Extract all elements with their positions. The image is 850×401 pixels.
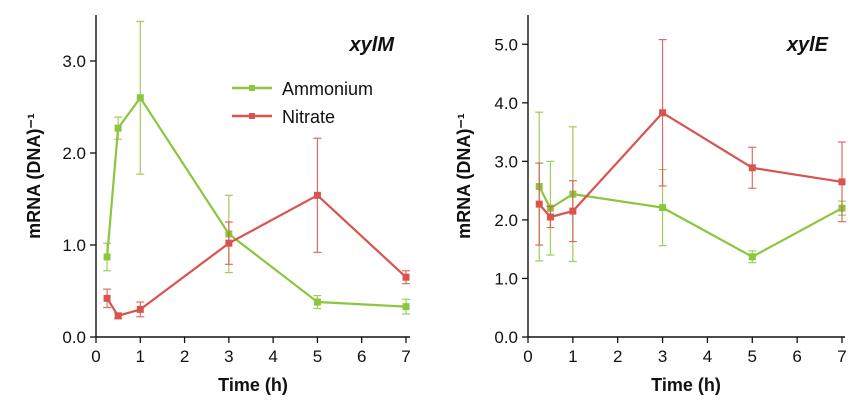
data-point-ammonium bbox=[659, 204, 667, 212]
axes-xylm bbox=[95, 15, 410, 338]
data-point-nitrate bbox=[535, 200, 543, 208]
y-tick-label: 1.0 bbox=[494, 269, 518, 288]
legend-label-ammonium: Ammonium bbox=[282, 79, 373, 99]
legend-label-nitrate: Nitrate bbox=[282, 107, 335, 127]
y-ticks-xylm: 0.0 1.0 2.0 3.0 bbox=[62, 52, 96, 347]
series-ammonium bbox=[535, 111, 846, 264]
legend: Ammonium Nitrate bbox=[232, 79, 373, 127]
x-tick-label: 4 bbox=[703, 347, 712, 366]
x-tick-label: 6 bbox=[792, 347, 801, 366]
y-tick-label: 5.0 bbox=[494, 35, 518, 54]
data-point-ammonium bbox=[402, 303, 410, 311]
x-tick-label: 6 bbox=[357, 347, 366, 366]
data-point-nitrate bbox=[402, 273, 410, 281]
series-nitrate bbox=[103, 137, 410, 320]
data-point-nitrate bbox=[225, 239, 233, 247]
x-axis-label-xyle: Time (h) bbox=[651, 375, 721, 395]
y-axis-label-xylm: mRNA (DNA)⁻¹ bbox=[24, 113, 44, 239]
data-point-nitrate bbox=[838, 178, 846, 186]
data-point-ammonium bbox=[136, 94, 144, 102]
x-tick-label: 2 bbox=[180, 347, 189, 366]
series-line-ammonium bbox=[538, 185, 843, 258]
x-tick-label: 1 bbox=[136, 347, 145, 366]
x-tick-label: 7 bbox=[837, 347, 846, 366]
legend-marker-ammonium bbox=[249, 85, 255, 91]
y-axis-label-xyle: mRNA (DNA)⁻¹ bbox=[454, 113, 474, 239]
y-tick-label: 3.0 bbox=[494, 152, 518, 171]
x-tick-label: 0 bbox=[91, 347, 100, 366]
y-tick-label: 2.0 bbox=[494, 211, 518, 230]
x-axis-label-xylm: Time (h) bbox=[218, 375, 288, 395]
data-point-ammonium bbox=[114, 124, 122, 132]
data-point-ammonium bbox=[748, 253, 756, 261]
data-point-nitrate bbox=[546, 213, 554, 221]
y-tick-label: 1.0 bbox=[62, 236, 86, 255]
x-tick-label: 7 bbox=[401, 347, 410, 366]
series-nitrate bbox=[535, 38, 846, 246]
axes-xyle bbox=[527, 15, 845, 338]
x-tick-label: 2 bbox=[613, 347, 622, 366]
legend-marker-nitrate bbox=[249, 113, 255, 119]
series-ammonium bbox=[103, 20, 410, 315]
panel-title-xylm: xylM bbox=[349, 34, 396, 56]
data-point-nitrate bbox=[114, 312, 122, 320]
panel-xyle: 0 1 2 3 4 5 6 7 0.0 1.0 2.0 3.0 4.0 5.0 xylE Time (h… bbox=[454, 15, 847, 395]
x-ticks-xyle: 0 1 2 3 4 5 6 7 bbox=[523, 337, 847, 366]
data-point-nitrate bbox=[103, 294, 111, 302]
x-tick-label: 3 bbox=[224, 347, 233, 366]
series-layer-xyle bbox=[535, 38, 846, 264]
y-ticks-xyle: 0.0 1.0 2.0 3.0 4.0 5.0 bbox=[494, 35, 528, 347]
x-tick-label: 5 bbox=[313, 347, 322, 366]
x-tick-label: 3 bbox=[658, 347, 667, 366]
data-point-nitrate bbox=[313, 191, 321, 199]
x-tick-label: 4 bbox=[268, 347, 277, 366]
series-line-ammonium bbox=[106, 96, 407, 308]
x-tick-label: 5 bbox=[748, 347, 757, 366]
y-tick-label: 0.0 bbox=[494, 328, 518, 347]
x-ticks-xylm: 0 1 2 3 4 5 6 7 bbox=[91, 337, 411, 366]
x-tick-label: 0 bbox=[523, 347, 532, 366]
series-line-nitrate bbox=[538, 111, 843, 219]
y-tick-label: 3.0 bbox=[62, 52, 86, 71]
y-tick-label: 4.0 bbox=[494, 94, 518, 113]
data-point-nitrate bbox=[569, 207, 577, 215]
data-point-nitrate bbox=[659, 109, 667, 117]
data-point-nitrate bbox=[136, 305, 144, 313]
series-layer-xylm bbox=[103, 20, 410, 320]
data-point-nitrate bbox=[748, 164, 756, 172]
x-tick-label: 1 bbox=[568, 347, 577, 366]
y-tick-label: 0.0 bbox=[62, 328, 86, 347]
data-point-ammonium bbox=[313, 298, 321, 306]
data-point-ammonium bbox=[103, 253, 111, 261]
panel-title-xyle: xylE bbox=[786, 34, 829, 56]
y-tick-label: 2.0 bbox=[62, 144, 86, 163]
panel-xylm: 0 1 2 3 4 5 6 7 0.0 1.0 2.0 3.0 xylM Time (h) mRNA… bbox=[24, 15, 411, 395]
